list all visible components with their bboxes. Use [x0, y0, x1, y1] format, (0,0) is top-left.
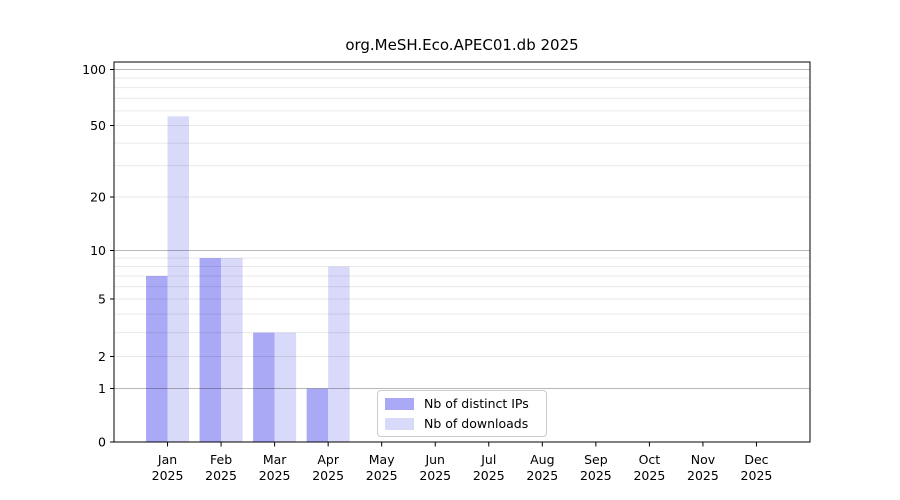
- legend-swatch-downloads-icon: [385, 417, 414, 430]
- y-tick-label-0: 0: [98, 435, 106, 450]
- bar-distinct-ips-apr: [306, 388, 329, 442]
- x-tick-label-year-dec: 2025: [741, 468, 773, 483]
- x-tick-label-year-oct: 2025: [633, 468, 665, 483]
- bar-downloads-feb: [221, 258, 243, 442]
- x-tick-label-month-sep: Sep: [584, 452, 608, 467]
- legend-item-distinct-ips: Nb of distinct IPs: [385, 396, 546, 411]
- x-tick-label-month-dec: Dec: [744, 452, 768, 467]
- x-tick-label-month-mar: Mar: [263, 452, 287, 467]
- bar-downloads-jan: [167, 116, 190, 443]
- legend-label-distinct-ips: Nb of distinct IPs: [424, 396, 529, 411]
- x-tick-label-year-feb: 2025: [205, 468, 237, 483]
- x-tick-label-month-nov: Nov: [691, 452, 716, 467]
- y-tick-label-20: 20: [90, 190, 106, 205]
- y-tick-label-5: 5: [98, 292, 106, 307]
- x-tick-label-month-aug: Aug: [530, 452, 554, 467]
- x-tick-label-year-aug: 2025: [526, 468, 558, 483]
- x-tick-label-year-apr: 2025: [312, 468, 344, 483]
- chart-title: org.MeSH.Eco.APEC01.db 2025: [345, 36, 579, 54]
- x-tick-label-year-sep: 2025: [580, 468, 612, 483]
- y-tick-label-100: 100: [82, 62, 106, 77]
- bar-distinct-ips-feb: [199, 258, 222, 442]
- legend-swatch-distinct-ips-icon: [385, 397, 414, 410]
- legend-label-downloads: Nb of downloads: [424, 416, 529, 431]
- legend: Nb of distinct IPs Nb of downloads: [377, 390, 547, 437]
- x-tick-label-month-feb: Feb: [210, 452, 232, 467]
- x-tick-label-month-apr: Apr: [317, 452, 339, 467]
- bar-distinct-ips-mar: [253, 332, 275, 442]
- x-tick-label-year-jan: 2025: [152, 468, 184, 483]
- x-tick-label-month-jul: Jul: [480, 452, 496, 467]
- bar-downloads-apr: [328, 266, 350, 442]
- x-tick-label-month-may: May: [369, 452, 395, 467]
- x-tick-label-year-mar: 2025: [259, 468, 291, 483]
- y-tick-label-2: 2: [98, 349, 106, 364]
- bar-distinct-ips-jan: [146, 275, 168, 442]
- legend-item-downloads: Nb of downloads: [385, 416, 546, 431]
- x-tick-label-year-jun: 2025: [419, 468, 451, 483]
- y-tick-label-50: 50: [90, 118, 106, 133]
- x-tick-label-month-jan: Jan: [157, 452, 177, 467]
- y-tick-label-10: 10: [90, 243, 106, 258]
- y-tick-label-1: 1: [98, 381, 106, 396]
- x-tick-label-year-may: 2025: [366, 468, 398, 483]
- x-tick-label-month-oct: Oct: [639, 452, 661, 467]
- x-tick-label-month-jun: Jun: [424, 452, 445, 467]
- axes-frame: [113, 61, 811, 443]
- x-tick-label-year-jul: 2025: [473, 468, 505, 483]
- bar-downloads-mar: [274, 332, 297, 442]
- x-tick-label-year-nov: 2025: [687, 468, 719, 483]
